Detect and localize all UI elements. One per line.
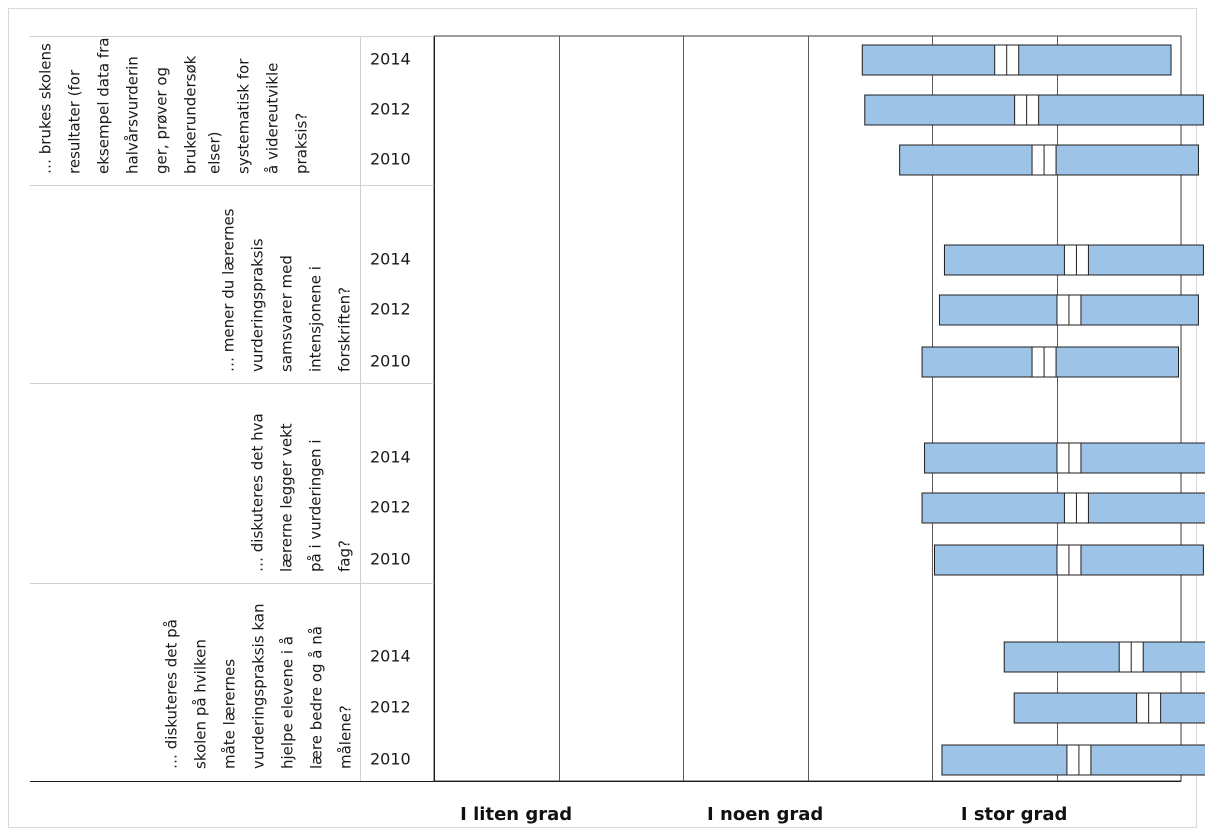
question-text-line: eksempel data fra — [95, 38, 113, 174]
x-tick-label: I liten grad — [460, 804, 572, 825]
question-text-line: … brukes skolens — [37, 43, 55, 174]
year-label: 2012 — [370, 498, 411, 517]
range-bar — [1003, 641, 1205, 673]
question-text-line: … diskuteres det hva — [249, 413, 267, 572]
x-tick-label: I stor grad — [961, 804, 1068, 825]
range-bar — [1013, 692, 1205, 724]
question-text-line: ger, prøver og — [153, 67, 171, 174]
question-text-line: resultater (for — [66, 69, 84, 174]
year-label: 2014 — [370, 250, 411, 269]
year-label: 2012 — [370, 100, 411, 119]
chart-border — [8, 8, 1197, 828]
year-label: 2010 — [370, 750, 411, 769]
question-text-line: målene? — [337, 705, 355, 769]
question-text-line: elser) — [206, 132, 224, 174]
question-text-line: systematisk for — [235, 58, 253, 174]
question-text-line: praksis? — [293, 113, 311, 174]
year-label: 2010 — [370, 550, 411, 569]
question-text-line: … diskuteres det på — [163, 619, 181, 769]
year-label: 2014 — [370, 647, 411, 666]
question-text-line: forskriften? — [336, 287, 354, 372]
question-text-line: intensjonene i — [307, 266, 325, 372]
question-text-line: lærerne legger vekt — [278, 423, 296, 572]
question-text-line: måte lærernes — [221, 659, 239, 769]
question-text-line: vurderingspraksis — [249, 238, 267, 372]
question-text-line: å videreutvikle — [264, 63, 282, 174]
year-label: 2010 — [370, 352, 411, 371]
year-label: 2014 — [370, 50, 411, 69]
year-label: 2012 — [370, 300, 411, 319]
question-text-line: lære bedre og å nå — [308, 626, 326, 769]
year-label: 2012 — [370, 698, 411, 717]
question-text-line: samsvarer med — [278, 255, 296, 372]
year-label: 2010 — [370, 150, 411, 169]
question-text-line: hjelpe elevene i å — [279, 636, 297, 769]
question-text-line: fag? — [336, 540, 354, 572]
question-text-line: brukerundersøk — [182, 55, 200, 174]
range-bar — [921, 492, 1205, 524]
year-label: 2014 — [370, 448, 411, 467]
question-text-line: halvårsvurderin — [124, 56, 142, 174]
question-text-line: vurderingspraksis kan — [250, 604, 268, 769]
question-text-line: … mener du lærernes — [220, 208, 238, 372]
question-text-line: skolen på hvilken — [192, 639, 210, 769]
question-text-line: på i vurderingen i — [307, 440, 325, 573]
x-tick-label: I noen grad — [707, 804, 823, 825]
